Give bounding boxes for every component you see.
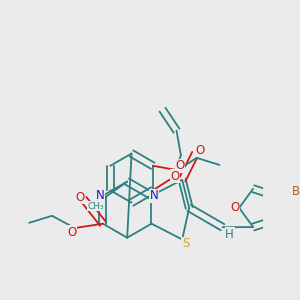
Text: N: N <box>150 189 158 202</box>
Text: O: O <box>195 143 204 157</box>
Text: O: O <box>68 226 77 239</box>
Text: N: N <box>96 189 105 202</box>
Text: O: O <box>230 201 239 214</box>
Text: CH₃: CH₃ <box>87 202 104 211</box>
Text: H: H <box>225 228 234 241</box>
Text: Br: Br <box>292 185 300 198</box>
Text: O: O <box>75 191 85 204</box>
Text: O: O <box>170 170 179 183</box>
Text: O: O <box>176 159 185 172</box>
Text: S: S <box>182 237 189 250</box>
